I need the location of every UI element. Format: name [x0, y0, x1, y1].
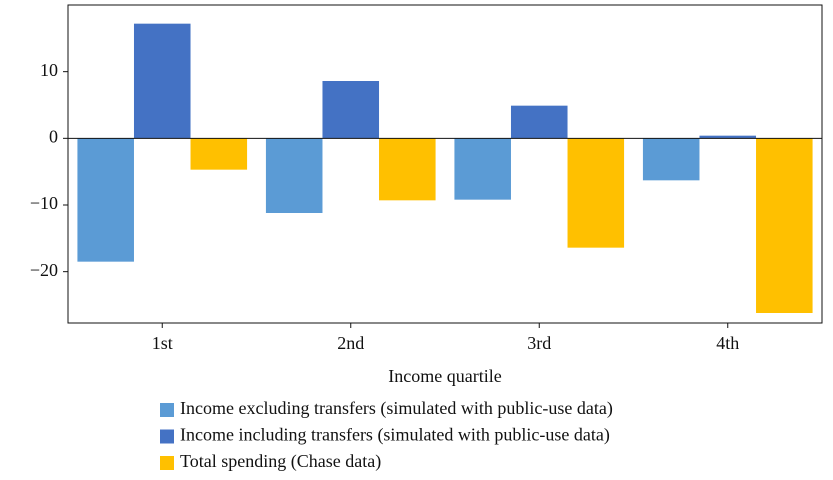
bar [454, 138, 511, 200]
y-tick-label: 10 [40, 60, 58, 80]
bar [642, 138, 700, 181]
plot-frame [67, 4, 823, 324]
bar [322, 81, 380, 139]
x-tick-label: 1st [152, 333, 173, 353]
legend-label: Income including transfers (simulated wi… [180, 425, 610, 446]
legend-label: Income excluding transfers (simulated wi… [180, 398, 613, 419]
bar [699, 135, 757, 139]
bar [510, 105, 568, 139]
y-tick-label: −10 [30, 193, 58, 213]
bar [133, 23, 191, 139]
x-tick-label: 3rd [527, 333, 551, 353]
bar [567, 138, 625, 248]
bar [379, 138, 436, 201]
y-tick-label: −20 [30, 260, 58, 280]
x-tick-label: 2nd [337, 333, 364, 353]
x-tick-label: 4th [716, 333, 739, 353]
y-tick-label: 0 [49, 126, 58, 146]
bar [190, 138, 248, 170]
bar [265, 138, 323, 213]
legend-label: Total spending (Chase data) [180, 451, 381, 472]
legend-swatch [160, 456, 174, 470]
bar [756, 138, 813, 313]
legend-swatch [160, 429, 174, 444]
legend-swatch [160, 403, 174, 417]
bar [77, 138, 134, 262]
x-axis-label: Income quartile [388, 366, 501, 386]
